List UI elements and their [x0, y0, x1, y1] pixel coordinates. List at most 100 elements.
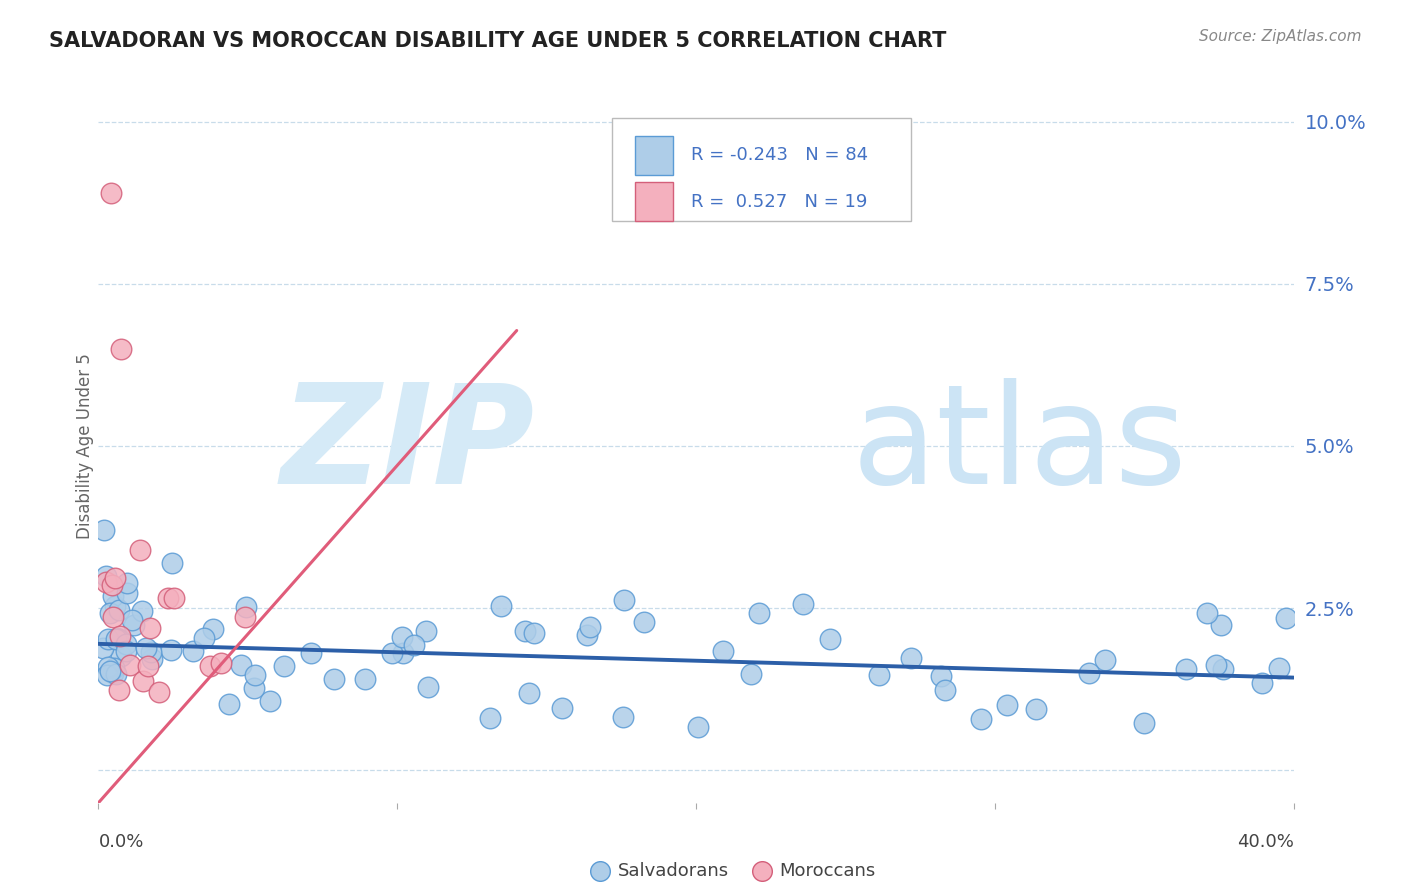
Point [1212, 661, 1234, 675]
Text: Source: ZipAtlas.com: Source: ZipAtlas.com [1198, 29, 1361, 44]
Point [491, 599, 513, 614]
Point [97, 632, 120, 646]
Point [202, 622, 225, 636]
Point [513, 624, 536, 639]
Point [995, 698, 1018, 713]
Point [104, 599, 127, 613]
Point [1025, 701, 1047, 715]
Point [243, 668, 266, 682]
Point [160, 556, 183, 570]
Point [686, 720, 709, 734]
Point [259, 694, 281, 708]
Point [101, 590, 124, 604]
Point [93, 524, 115, 538]
Point [612, 592, 634, 607]
Point [273, 659, 295, 673]
Point [209, 657, 232, 671]
Point [381, 646, 404, 660]
Point [740, 666, 762, 681]
Point [233, 610, 256, 624]
Point [156, 591, 179, 606]
Point [136, 659, 159, 673]
Point [418, 680, 440, 694]
Point [391, 630, 413, 644]
Point [711, 644, 734, 658]
Point [550, 701, 572, 715]
Point [900, 650, 922, 665]
Point [391, 646, 413, 660]
Point [229, 657, 252, 672]
Point [101, 666, 124, 681]
Point [98, 606, 121, 620]
Point [868, 668, 890, 682]
Point [575, 628, 598, 642]
Text: R = -0.243   N = 84: R = -0.243 N = 84 [692, 146, 869, 164]
FancyBboxPatch shape [613, 118, 911, 221]
Text: R =  0.527   N = 19: R = 0.527 N = 19 [692, 193, 868, 211]
Point [141, 652, 163, 666]
Text: atlas: atlas [852, 378, 1187, 514]
Point [323, 672, 346, 686]
Point [353, 672, 375, 686]
Point [792, 597, 814, 611]
Text: 40.0%: 40.0% [1237, 833, 1294, 851]
Point [934, 683, 956, 698]
Point [235, 600, 257, 615]
Point [115, 637, 138, 651]
Point [818, 632, 841, 646]
Point [105, 632, 128, 647]
Point [115, 586, 138, 600]
Text: Moroccans: Moroccans [779, 862, 876, 880]
Point [929, 669, 952, 683]
Point [122, 617, 145, 632]
Point [96, 667, 118, 681]
Point [91, 641, 114, 656]
Point [1250, 676, 1272, 690]
Point [198, 658, 221, 673]
Point [108, 603, 131, 617]
Point [131, 604, 153, 618]
Point [139, 645, 162, 659]
Point [104, 571, 127, 585]
Point [404, 638, 426, 652]
Point [612, 709, 634, 723]
Point [108, 683, 131, 698]
Point [1209, 618, 1232, 632]
Point [97, 659, 120, 673]
Point [115, 576, 138, 591]
Point [121, 613, 143, 627]
Point [101, 578, 124, 592]
Point [148, 685, 170, 699]
Point [128, 542, 150, 557]
Point [1268, 660, 1291, 674]
Text: Salvadorans: Salvadorans [619, 862, 730, 880]
Point [107, 632, 129, 646]
Point [101, 609, 124, 624]
Point [110, 342, 132, 356]
Point [218, 697, 240, 711]
Point [970, 713, 993, 727]
Point [103, 661, 125, 675]
Text: SALVADORAN VS MOROCCAN DISABILITY AGE UNDER 5 CORRELATION CHART: SALVADORAN VS MOROCCAN DISABILITY AGE UN… [49, 31, 946, 51]
Point [523, 626, 546, 640]
FancyBboxPatch shape [636, 136, 673, 175]
Point [579, 620, 602, 634]
Point [96, 568, 118, 582]
Point [100, 186, 122, 200]
Point [132, 674, 155, 689]
Point [1195, 607, 1218, 621]
Point [478, 711, 501, 725]
Point [415, 624, 437, 638]
Point [96, 575, 118, 590]
Point [108, 629, 131, 643]
Point [98, 665, 121, 679]
Point [105, 667, 128, 681]
Point [1132, 716, 1154, 731]
Point [1275, 611, 1298, 625]
Text: 0.0%: 0.0% [98, 833, 143, 851]
Point [139, 621, 162, 635]
Point [748, 606, 770, 620]
Point [114, 644, 136, 658]
Point [105, 631, 128, 645]
Point [135, 640, 157, 655]
